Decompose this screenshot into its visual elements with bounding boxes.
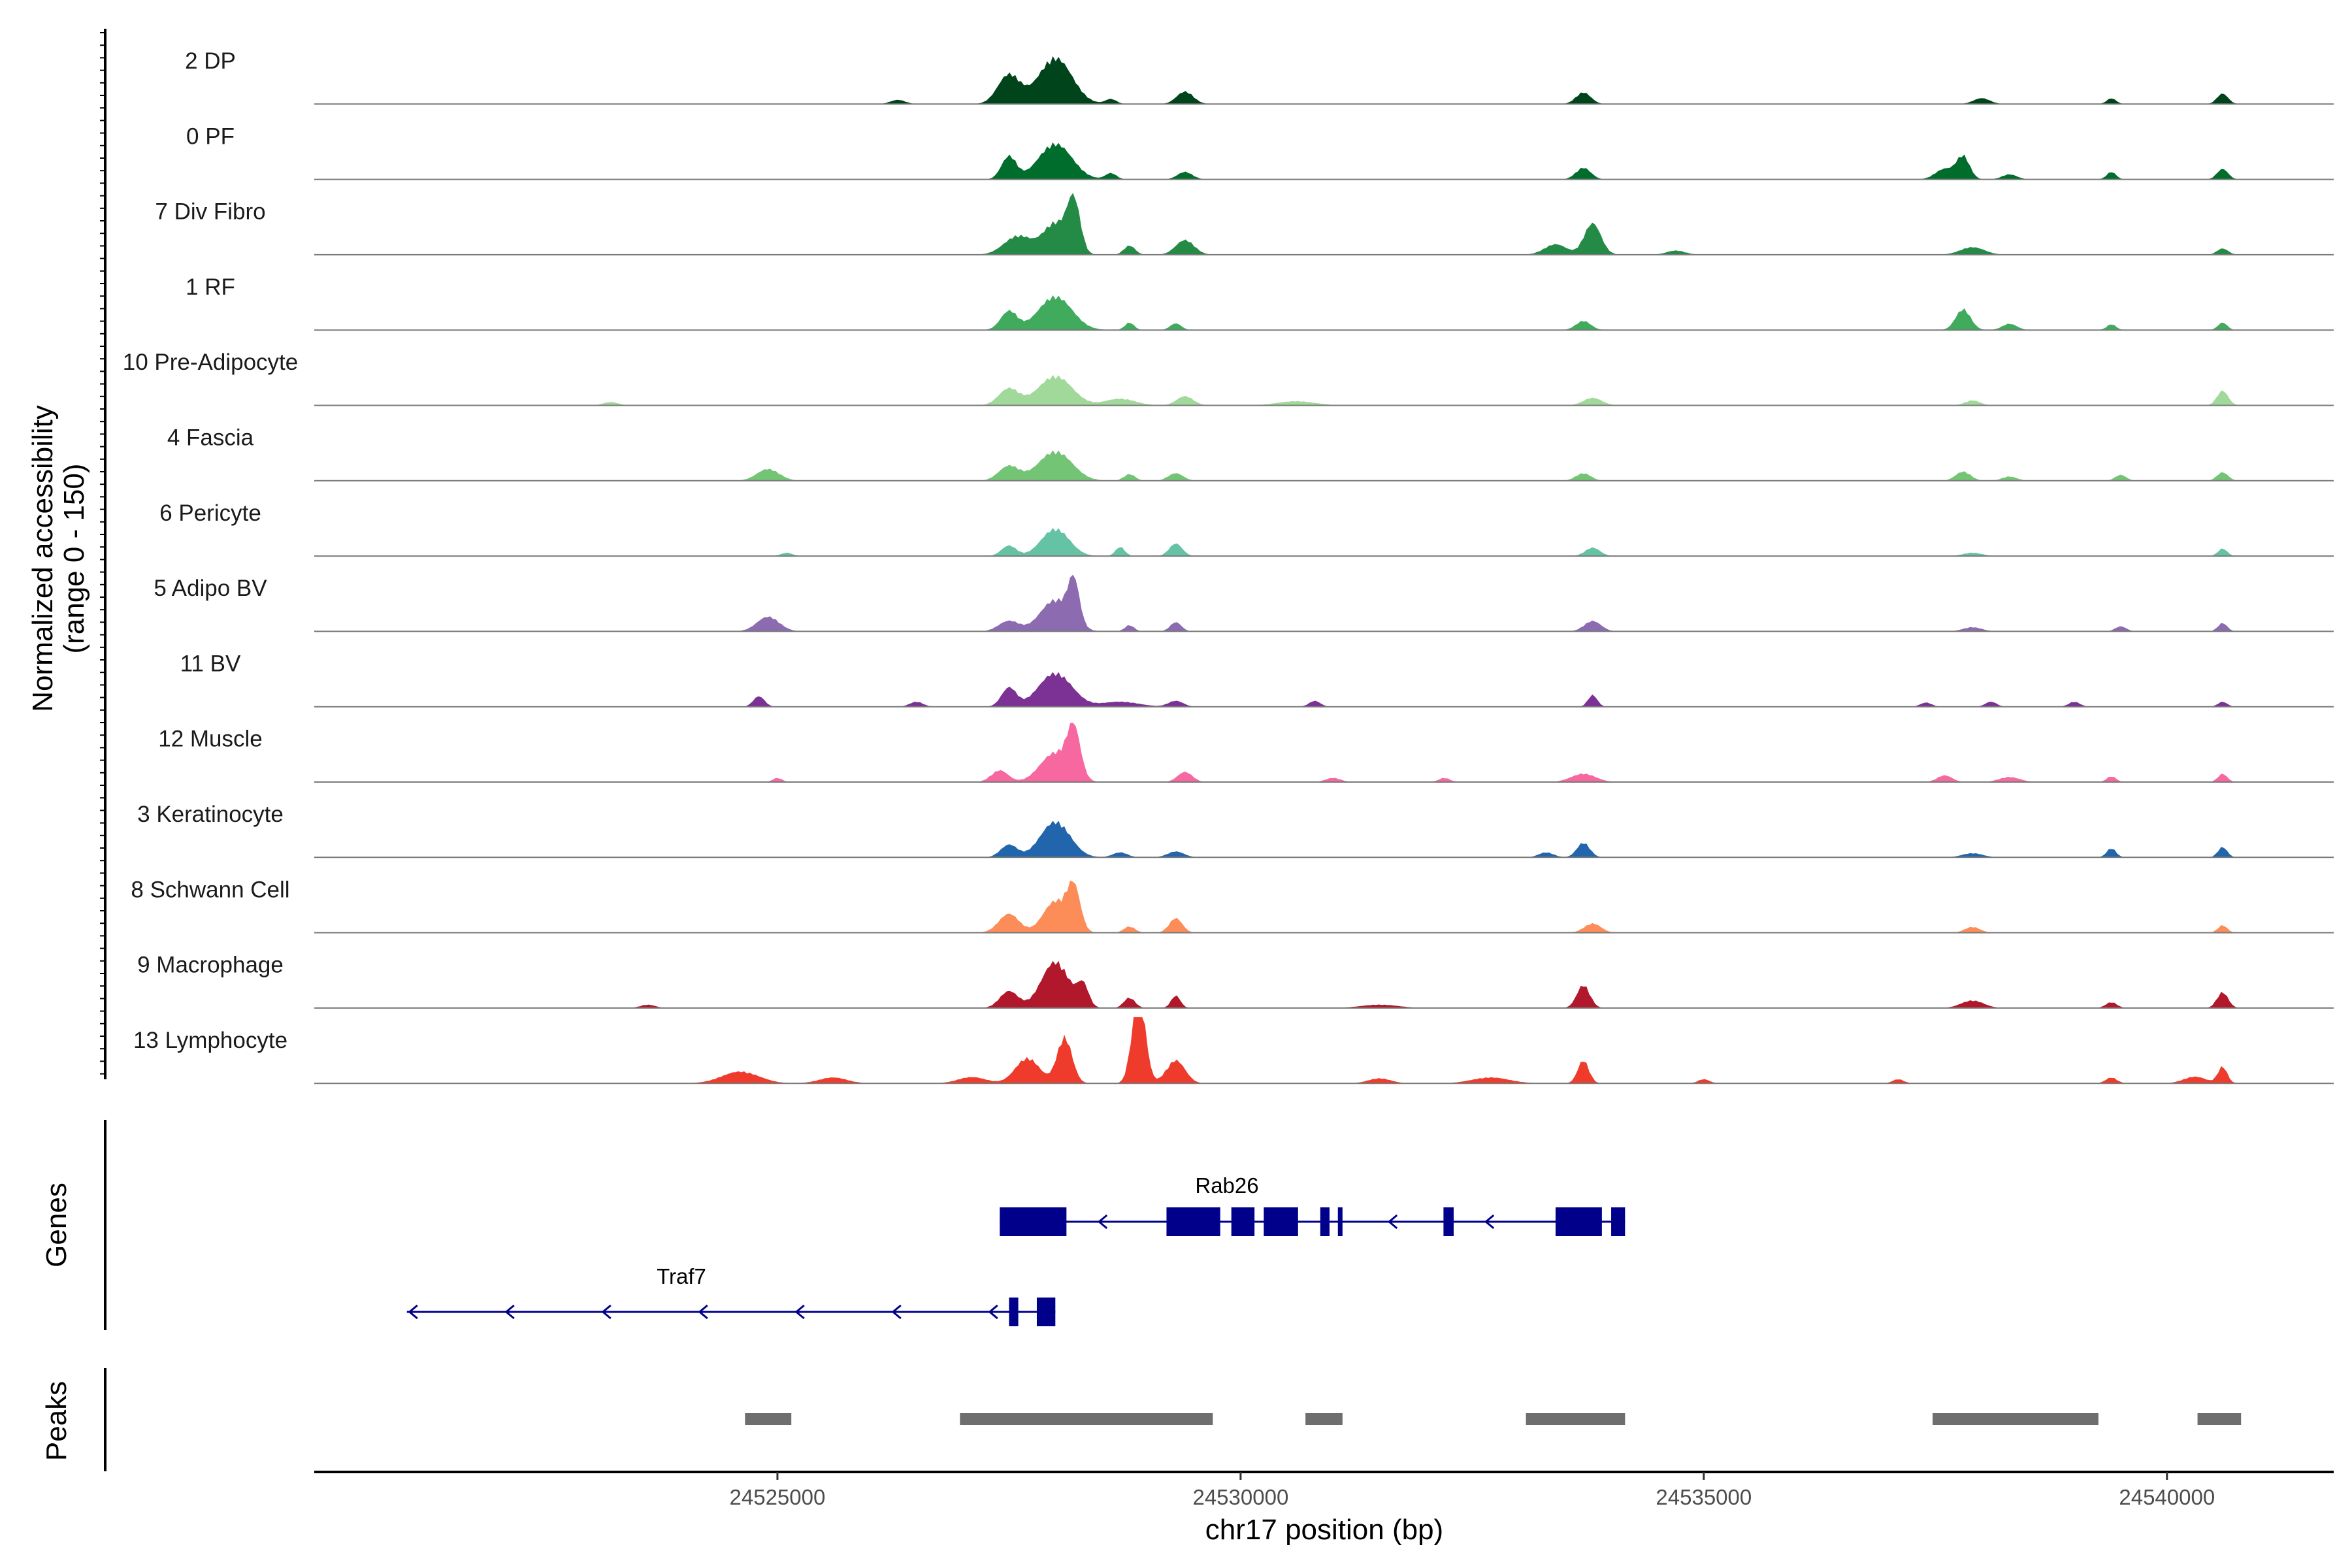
peak-region: [745, 1413, 792, 1425]
y-axis-label-line1: Normalized accessibility: [27, 405, 59, 711]
coverage-area: [314, 960, 2334, 1008]
track-label: 2 DP: [185, 48, 236, 74]
exon: [1000, 1207, 1067, 1236]
track-label: 4 Fascia: [167, 425, 254, 451]
coverage-area: [314, 374, 2334, 406]
exon: [1555, 1207, 1602, 1236]
x-tick-label: 24535000: [1656, 1485, 1752, 1509]
track-13: 9 Macrophage: [137, 953, 2334, 1009]
coverage-area: [314, 574, 2334, 632]
coverage-area: [314, 56, 2334, 105]
track-5: 10 Pre-Adipocyte: [123, 350, 2334, 406]
track-label: 12 Muscle: [158, 727, 263, 752]
exon: [1264, 1207, 1298, 1236]
track-10: 12 Muscle: [158, 723, 2334, 783]
peaks-label: Peaks: [41, 1381, 73, 1461]
gene-traf7: Traf7: [406, 1264, 1056, 1326]
peak-region: [960, 1413, 1213, 1425]
track-4: 1 RF: [186, 274, 2334, 331]
coverage-area: [314, 450, 2334, 481]
coverage-area: [314, 672, 2334, 707]
strand-arrow: [794, 1304, 805, 1320]
x-axis-ticks: 24525000 24530000 24535000 24540000: [730, 1472, 2215, 1509]
track-label: 11 BV: [180, 651, 241, 676]
coverage-area: [314, 193, 2334, 255]
track-label: 8 Schwann Cell: [131, 877, 289, 902]
strand-arrow: [1387, 1214, 1398, 1230]
coverage-area: [314, 1017, 2334, 1084]
gene-name: Rab26: [1195, 1173, 1258, 1198]
track-label: 13 Lymphocyte: [133, 1028, 287, 1053]
coverage-area: [314, 880, 2334, 933]
peak-region: [2197, 1413, 2242, 1425]
coverage-area: [314, 723, 2334, 782]
exon: [1231, 1207, 1255, 1236]
coverage-area: [314, 821, 2334, 858]
track-label: 1 RF: [186, 274, 235, 300]
x-tick-label: 24540000: [2119, 1485, 2215, 1509]
strand-arrow: [891, 1304, 902, 1320]
track-label: 3 Keratinocyte: [137, 802, 284, 827]
strand-arrow: [408, 1304, 418, 1320]
x-axis-label: chr17 position (bp): [1205, 1514, 1443, 1546]
gene-models: Rab26 Traf7: [406, 1173, 1625, 1326]
gene-name: Traf7: [657, 1264, 706, 1288]
exon: [1036, 1298, 1056, 1326]
track-label: 9 Macrophage: [137, 953, 284, 978]
track-label: 10 Pre-Adipocyte: [123, 350, 298, 375]
track-2: 0 PF: [186, 123, 2334, 180]
track-8: 5 Adipo BV: [154, 574, 2334, 632]
track-12: 8 Schwann Cell: [131, 877, 2334, 934]
exon: [1320, 1207, 1330, 1236]
coverage-area: [314, 528, 2334, 557]
strand-arrow: [988, 1304, 998, 1320]
track-label: 0 PF: [186, 123, 235, 149]
x-tick-label: 24530000: [1192, 1485, 1288, 1509]
y-axis-ticks: [100, 32, 105, 1075]
exon: [1611, 1207, 1625, 1236]
peak-region: [1933, 1413, 2099, 1425]
track-3: 7 Div Fibro: [155, 193, 2334, 255]
track-label: 7 Div Fibro: [155, 199, 265, 225]
track-label: 6 Pericyte: [159, 500, 261, 526]
track-14: 13 Lymphocyte: [133, 1017, 2334, 1085]
track-1: 2 DP: [185, 48, 2334, 105]
strand-arrow: [698, 1304, 708, 1320]
exon: [1337, 1207, 1343, 1236]
gene-rab26: Rab26: [1000, 1173, 1625, 1236]
coverage-area: [314, 295, 2334, 331]
y-axis-label-line2: (range 0 - 150): [58, 463, 90, 653]
coverage-tracks: 2 DP 0 PF 7 Div Fibro 1 RF 10 Pre-Adipocyte 4…: [123, 48, 2334, 1085]
peak-regions: [745, 1413, 2242, 1425]
genes-label: Genes: [41, 1183, 73, 1267]
track-7: 6 Pericyte: [159, 500, 2334, 557]
strand-arrow: [1097, 1214, 1108, 1230]
exon: [1009, 1298, 1019, 1326]
track-11: 3 Keratinocyte: [137, 802, 2334, 858]
exon: [1166, 1207, 1220, 1236]
strand-arrow: [504, 1304, 515, 1320]
peak-region: [1305, 1413, 1343, 1425]
track-6: 4 Fascia: [167, 425, 2334, 482]
strand-arrow: [1484, 1214, 1495, 1230]
strand-arrow: [601, 1304, 612, 1320]
track-9: 11 BV: [180, 651, 2334, 708]
exon: [1443, 1207, 1454, 1236]
track-label: 5 Adipo BV: [154, 576, 267, 601]
coverage-area: [314, 142, 2334, 180]
peak-region: [1526, 1413, 1625, 1425]
x-tick-label: 24525000: [730, 1485, 826, 1509]
